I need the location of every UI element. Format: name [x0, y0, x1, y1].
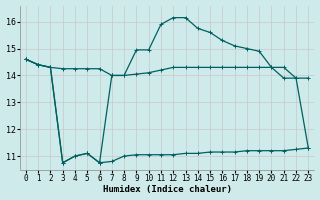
- X-axis label: Humidex (Indice chaleur): Humidex (Indice chaleur): [103, 185, 232, 194]
